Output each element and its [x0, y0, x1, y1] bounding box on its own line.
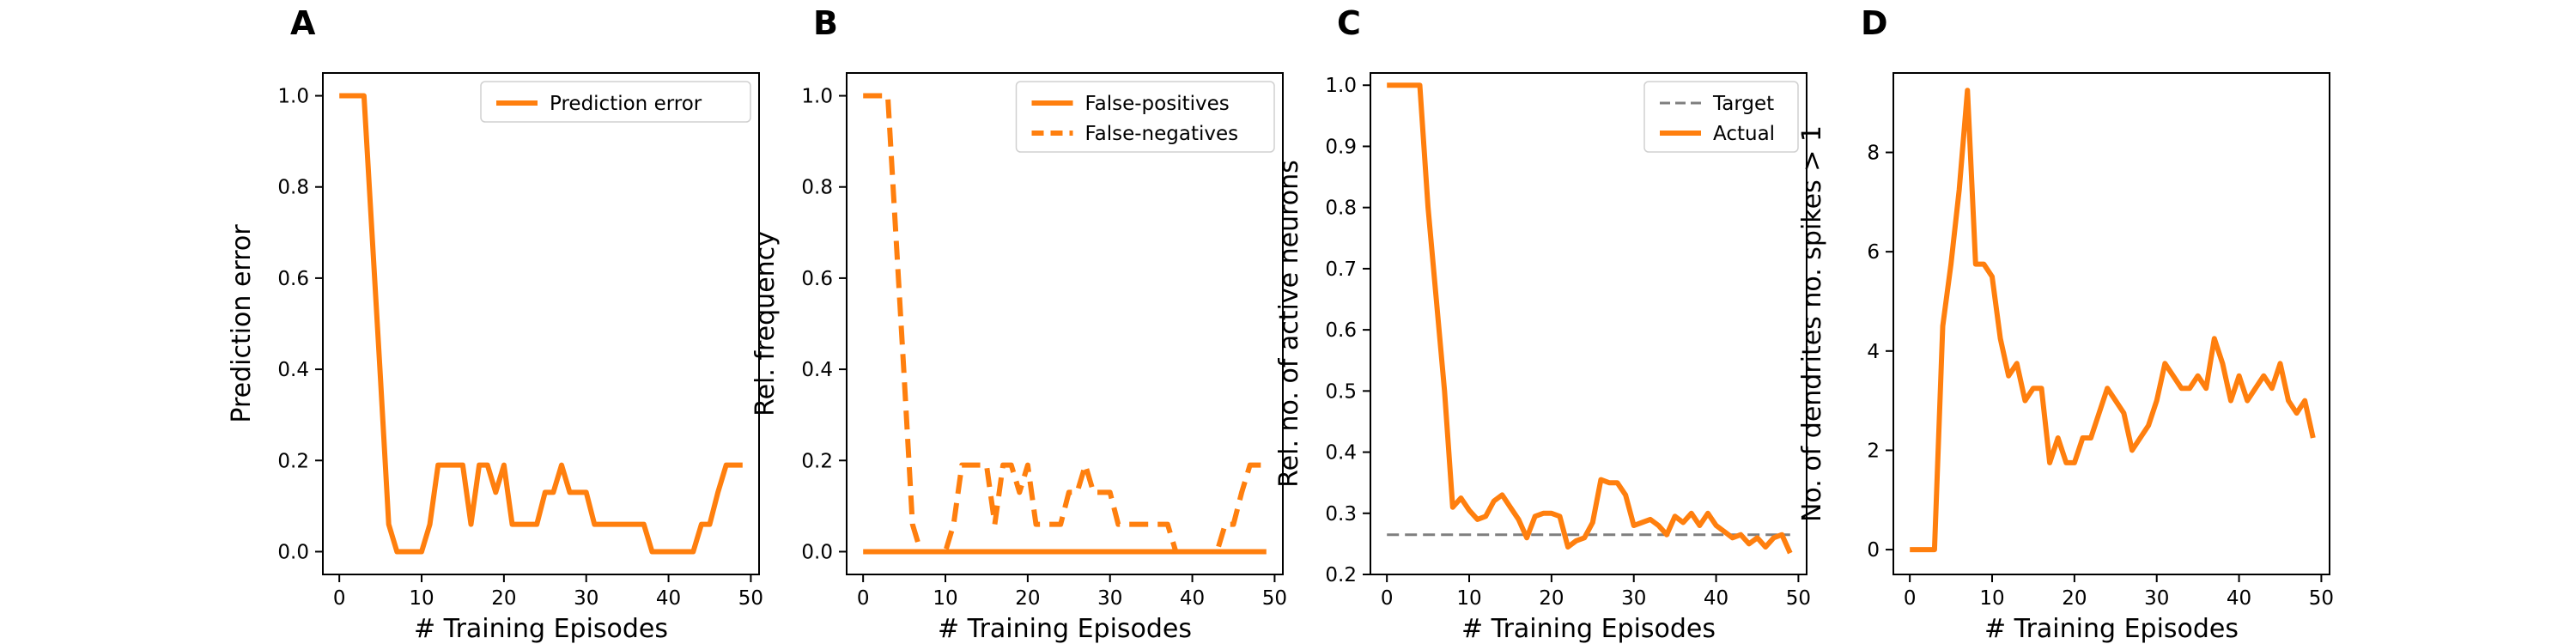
panel-c: C 0 10 20 30 40 50 0.2 0.3 0.4 0.5 0.6 0.7 0.8 0.9 1.0… [1274, 4, 1811, 644]
panel-d-ytick-label: 4 [1867, 341, 1880, 363]
panel-c-ytick-label: 0.3 [1325, 503, 1357, 526]
panel-a-legend: Prediction error [480, 81, 751, 123]
panel-c-xtick-label: 20 [1539, 587, 1564, 610]
panel-b-ytick-label: 0.8 [801, 177, 833, 199]
panel-c-ytick-label: 0.7 [1325, 258, 1357, 281]
panel-b-plot: 0 10 20 30 40 50 0.0 0.2 0.4 0.6 0.8 1.0 # Training … [750, 72, 1287, 644]
panel-d-xtick-label: 40 [2227, 587, 2251, 610]
panel-c-plot: 0 10 20 30 40 50 0.2 0.3 0.4 0.5 0.6 0.7 0.8 0.9 1.0 # … [1274, 72, 1811, 644]
panel-d-letter: D [1861, 4, 1888, 42]
panel-b-ytick-label: 1.0 [801, 86, 833, 108]
panel-b-legend-label: False-positives [1085, 93, 1230, 115]
panel-d: D 0 10 20 30 40 50 0 2 4 6 8 # Training Episodes No.… [1797, 4, 2334, 644]
panel-a-plot: 0 10 20 30 40 50 0.0 0.2 0.4 0.6 0.8 1.0 # Training … [227, 72, 763, 644]
panel-a-xtick-label: 0 [333, 587, 346, 610]
panel-b: B 0 10 20 30 40 50 0.0 0.2 0.4 0.6 0.8 1.0 # Trainin… [750, 4, 1287, 644]
panel-a-ylabel: Prediction error [227, 224, 257, 423]
panel-c-ytick-label: 0.8 [1325, 197, 1357, 220]
panel-a-ytick-label: 0.0 [277, 541, 309, 563]
panel-c-ytick-label: 0.2 [1325, 564, 1357, 586]
panel-c-series-actual [1387, 82, 1793, 555]
panel-b-legend-label: False-negatives [1085, 123, 1239, 145]
panel-d-ytick-label: 2 [1867, 440, 1880, 462]
panel-b-xlabel: # Training Episodes [938, 614, 1192, 644]
panel-a-legend-label: Prediction error [550, 93, 702, 115]
panel-a-xtick-label: 20 [491, 587, 516, 610]
panel-c-ytick-label: 0.6 [1325, 319, 1357, 342]
panel-a-ytick-label: 0.2 [277, 450, 309, 472]
panel-b-legend-box [1015, 81, 1275, 153]
panel-b-xtick-label: 10 [933, 587, 957, 610]
panel-a-legend-box [480, 81, 751, 123]
panel-c-ytick-label: 0.5 [1325, 380, 1357, 403]
panel-a-letter: A [290, 4, 316, 42]
panel-c-axes-frame [1370, 72, 1807, 575]
panel-a-xtick-label: 50 [738, 587, 763, 610]
panel-b-xtick-label: 50 [1262, 587, 1287, 610]
panel-c-xlabel: # Training Episodes [1461, 614, 1716, 644]
panel-a-axes-frame [322, 72, 760, 575]
panel-a-ytick-label: 1.0 [277, 86, 309, 108]
panel-d-xtick-label: 0 [1904, 587, 1917, 610]
panel-a-ytick-label: 0.4 [277, 359, 309, 381]
panel-d-ylabel: No. of dendrites no. spikes > 1 [1797, 125, 1827, 522]
panel-c-ytick-label: 0.9 [1325, 136, 1357, 158]
panel-a-ytick-label: 0.8 [277, 177, 309, 199]
panel-b-letter: B [813, 4, 838, 42]
panel-d-xtick-label: 20 [2062, 587, 2087, 610]
panel-b-xtick-label: 40 [1180, 587, 1205, 610]
panel-c-legend-label: Actual [1713, 123, 1775, 145]
panel-a-xtick-label: 30 [574, 587, 598, 610]
panel-a-xlabel: # Training Episodes [414, 614, 668, 644]
panel-d-ytick-label: 8 [1867, 143, 1880, 165]
panel-d-series-line-0 [1910, 88, 2316, 553]
panel-c-letter: C [1337, 4, 1361, 42]
panel-c-ytick-label: 0.4 [1325, 442, 1357, 465]
panel-d-xlabel: # Training Episodes [1984, 614, 2239, 644]
panel-b-xtick-label: 0 [857, 587, 870, 610]
panel-c-xtick-label: 10 [1456, 587, 1481, 610]
panel-b-series-false-negatives [863, 93, 1267, 555]
panel-b-ytick-label: 0.6 [801, 268, 833, 290]
panel-d-xtick-label: 10 [1979, 587, 2004, 610]
panel-a-series-prediction-error [339, 93, 743, 555]
panel-b-legend: False-positives False-negatives [1015, 81, 1275, 153]
panel-d-ytick-label: 0 [1867, 539, 1880, 562]
panel-c-xtick-label: 0 [1381, 587, 1394, 610]
panel-a-ytick-label: 0.6 [277, 268, 309, 290]
panel-b-ytick-label: 0.2 [801, 450, 833, 472]
panel-b-xtick-label: 30 [1097, 587, 1122, 610]
panel-c-xtick-label: 40 [1704, 587, 1728, 610]
panel-c-legend-label: Target [1712, 93, 1774, 115]
panel-c-ylabel: Rel. no. of active neurons [1274, 160, 1304, 488]
panel-a-xtick-label: 40 [656, 587, 681, 610]
panel-c-ytick-label: 1.0 [1325, 75, 1357, 97]
panel-d-xtick-label: 30 [2144, 587, 2169, 610]
panel-c-xtick-label: 50 [1786, 587, 1811, 610]
panel-a-xtick-label: 10 [409, 587, 434, 610]
panel-c-legend: Target Actual [1643, 81, 1799, 153]
panel-c-xtick-label: 30 [1621, 587, 1646, 610]
panel-b-xtick-label: 20 [1015, 587, 1040, 610]
panel-a: A 0 10 20 30 40 50 0.0 0.2 0.4 0.6 0.8 1.0 # Trainin… [227, 4, 763, 644]
panel-d-xtick-label: 50 [2309, 587, 2334, 610]
panel-b-axes-frame [846, 72, 1284, 575]
panel-d-plot: 0 10 20 30 40 50 0 2 4 6 8 # Training Episodes No. o… [1797, 72, 2334, 644]
panel-d-ytick-label: 6 [1867, 241, 1880, 264]
panel-b-ylabel: Rel. frequency [750, 231, 781, 416]
panel-b-ytick-label: 0.4 [801, 359, 833, 381]
panel-b-ytick-label: 0.0 [801, 541, 833, 563]
panel-d-axes-frame [1893, 72, 2330, 575]
